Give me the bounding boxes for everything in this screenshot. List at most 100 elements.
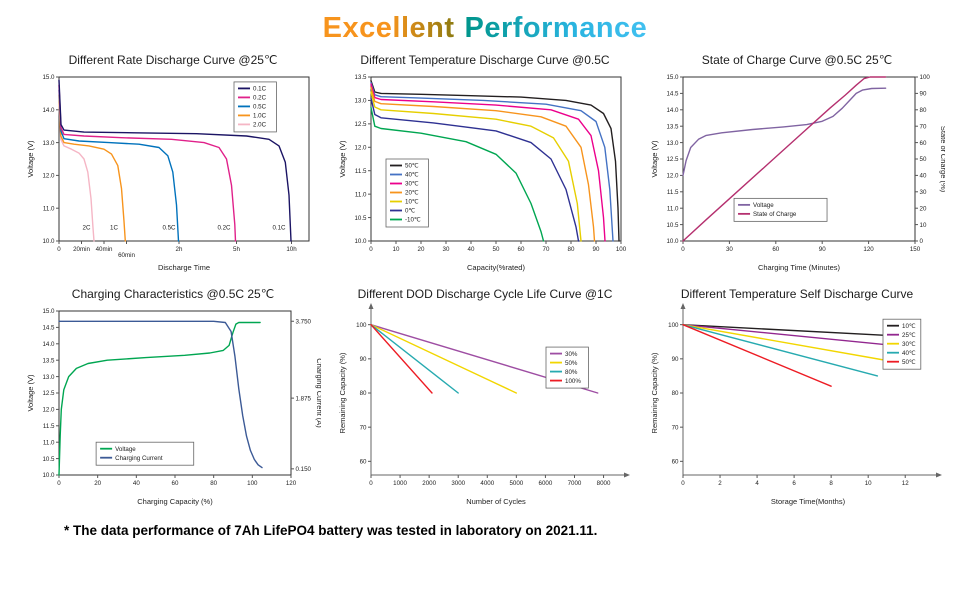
svg-text:0: 0 bbox=[57, 246, 61, 253]
svg-text:11.0: 11.0 bbox=[43, 205, 55, 212]
svg-text:0.150: 0.150 bbox=[296, 466, 312, 473]
svg-text:30: 30 bbox=[726, 246, 733, 253]
svg-text:100: 100 bbox=[616, 246, 627, 253]
svg-text:70: 70 bbox=[920, 123, 927, 130]
svg-text:Charging Current (A): Charging Current (A) bbox=[315, 358, 321, 428]
svg-text:Charging Time (Minutes): Charging Time (Minutes) bbox=[758, 263, 841, 272]
svg-text:150: 150 bbox=[910, 246, 921, 253]
svg-text:0: 0 bbox=[920, 238, 924, 245]
svg-text:100: 100 bbox=[920, 74, 931, 81]
svg-text:30℃: 30℃ bbox=[405, 181, 419, 188]
svg-text:11.5: 11.5 bbox=[43, 423, 55, 430]
svg-text:0.5C: 0.5C bbox=[162, 225, 176, 232]
svg-text:11.5: 11.5 bbox=[667, 189, 679, 196]
svg-text:Voltage (V): Voltage (V) bbox=[26, 140, 35, 178]
svg-text:14.5: 14.5 bbox=[42, 325, 55, 332]
svg-text:2000: 2000 bbox=[422, 480, 436, 487]
rate-discharge-curve-chart: 0 20min 40min 60min 2h 5h 10h 10.0 11.0 12.0 13.0 1… bbox=[26, 74, 310, 272]
svg-text:8: 8 bbox=[829, 480, 833, 487]
svg-text:0: 0 bbox=[369, 480, 373, 487]
svg-text:12.0: 12.0 bbox=[666, 173, 679, 180]
svg-text:10: 10 bbox=[920, 222, 927, 229]
svg-text:Voltage: Voltage bbox=[753, 202, 774, 209]
svg-text:State of Charge: State of Charge bbox=[753, 211, 797, 218]
svg-text:1.875: 1.875 bbox=[296, 395, 312, 402]
svg-text:14.0: 14.0 bbox=[42, 341, 55, 348]
svg-text:12.5: 12.5 bbox=[42, 390, 55, 397]
svg-text:13.0: 13.0 bbox=[42, 140, 55, 147]
svg-text:1000: 1000 bbox=[393, 480, 407, 487]
svg-text:12.0: 12.0 bbox=[42, 173, 55, 180]
svg-text:13.0: 13.0 bbox=[354, 98, 367, 105]
svg-text:40: 40 bbox=[468, 246, 475, 253]
svg-text:60: 60 bbox=[172, 480, 179, 487]
svg-text:10.0: 10.0 bbox=[42, 238, 55, 245]
svg-text:10h: 10h bbox=[286, 246, 297, 253]
svg-text:8000: 8000 bbox=[597, 480, 611, 487]
svg-text:0: 0 bbox=[681, 246, 685, 253]
page-title-excellent: Excellent bbox=[322, 12, 455, 44]
svg-text:20min: 20min bbox=[73, 246, 90, 253]
svg-text:Charging Capacity (%): Charging Capacity (%) bbox=[137, 497, 213, 506]
svg-text:4: 4 bbox=[755, 480, 759, 487]
svg-text:6000: 6000 bbox=[539, 480, 553, 487]
chart-title-self-discharge: Different Temperature Self Discharge Cur… bbox=[680, 287, 914, 301]
svg-text:90: 90 bbox=[672, 356, 679, 363]
svg-text:10.0: 10.0 bbox=[666, 238, 679, 245]
svg-text:15.0: 15.0 bbox=[42, 308, 55, 315]
svg-text:30: 30 bbox=[443, 246, 450, 253]
svg-text:2: 2 bbox=[718, 480, 722, 487]
dod-cycle-life-chart: 0 1000 2000 3000 4000 5000 6000 7000 8000 60 70 80 9… bbox=[338, 303, 630, 506]
svg-text:2C: 2C bbox=[83, 225, 91, 232]
svg-text:40: 40 bbox=[133, 480, 140, 487]
svg-text:10.0: 10.0 bbox=[354, 238, 367, 245]
svg-text:80: 80 bbox=[568, 246, 575, 253]
svg-text:90: 90 bbox=[920, 91, 927, 98]
svg-text:0: 0 bbox=[369, 246, 373, 253]
svg-text:0.2C: 0.2C bbox=[217, 225, 231, 232]
svg-text:0.5C: 0.5C bbox=[253, 104, 267, 111]
svg-text:Voltage (V): Voltage (V) bbox=[338, 140, 347, 178]
svg-text:60: 60 bbox=[672, 459, 679, 466]
charging-characteristics-chart: 0 20 40 60 80 100 120 10.0 10.5 11.0 11.5 12.0 12.5 1… bbox=[26, 308, 321, 506]
svg-text:30: 30 bbox=[920, 189, 927, 196]
svg-text:60: 60 bbox=[360, 459, 367, 466]
svg-text:1C: 1C bbox=[110, 225, 118, 232]
svg-text:14.5: 14.5 bbox=[666, 91, 679, 98]
svg-text:0.1C: 0.1C bbox=[272, 225, 286, 232]
svg-text:10.5: 10.5 bbox=[354, 215, 367, 222]
page-title: Excellent Performance bbox=[0, 12, 970, 45]
svg-text:120: 120 bbox=[286, 480, 297, 487]
svg-text:6: 6 bbox=[792, 480, 796, 487]
svg-text:State of Charge (%): State of Charge (%) bbox=[939, 126, 945, 193]
svg-text:Charging Current: Charging Current bbox=[115, 455, 163, 462]
svg-text:5h: 5h bbox=[233, 246, 240, 253]
footnote: * The data performance of 7Ah LifePO4 ba… bbox=[64, 523, 598, 538]
svg-text:3.750: 3.750 bbox=[296, 318, 312, 325]
svg-text:0.2C: 0.2C bbox=[253, 95, 267, 102]
svg-text:Discharge Time: Discharge Time bbox=[158, 263, 210, 272]
svg-text:0: 0 bbox=[681, 480, 685, 487]
svg-text:10.0: 10.0 bbox=[42, 472, 55, 479]
svg-text:Voltage (V): Voltage (V) bbox=[26, 374, 35, 412]
svg-text:14.0: 14.0 bbox=[42, 107, 55, 114]
svg-text:60: 60 bbox=[518, 246, 525, 253]
temperature-discharge-curve-chart: 0 10 20 30 40 50 60 70 80 90 100 10.0 10.5 11.0 11.5 12… bbox=[338, 74, 627, 272]
svg-text:50: 50 bbox=[493, 246, 500, 253]
svg-text:90: 90 bbox=[819, 246, 826, 253]
svg-text:11.0: 11.0 bbox=[355, 191, 367, 198]
svg-text:20: 20 bbox=[418, 246, 425, 253]
svg-text:-10℃: -10℃ bbox=[405, 217, 421, 224]
svg-text:20: 20 bbox=[920, 205, 927, 212]
svg-text:11.0: 11.0 bbox=[43, 439, 55, 446]
svg-text:2.0C: 2.0C bbox=[253, 122, 267, 129]
svg-text:12.0: 12.0 bbox=[354, 144, 367, 151]
chart-panel-self-discharge: Different Temperature Self Discharge Cur… bbox=[646, 287, 948, 509]
svg-text:80: 80 bbox=[360, 390, 367, 397]
svg-text:15.0: 15.0 bbox=[42, 74, 55, 81]
svg-text:50%: 50% bbox=[565, 360, 578, 367]
chart-panel-charging-characteristics: Charging Characteristics @0.5C 25℃ 0 20 40… bbox=[22, 287, 324, 509]
svg-text:14.0: 14.0 bbox=[666, 107, 679, 114]
svg-text:13.5: 13.5 bbox=[666, 123, 679, 130]
svg-text:Remaining Capacity (%): Remaining Capacity (%) bbox=[650, 352, 659, 433]
